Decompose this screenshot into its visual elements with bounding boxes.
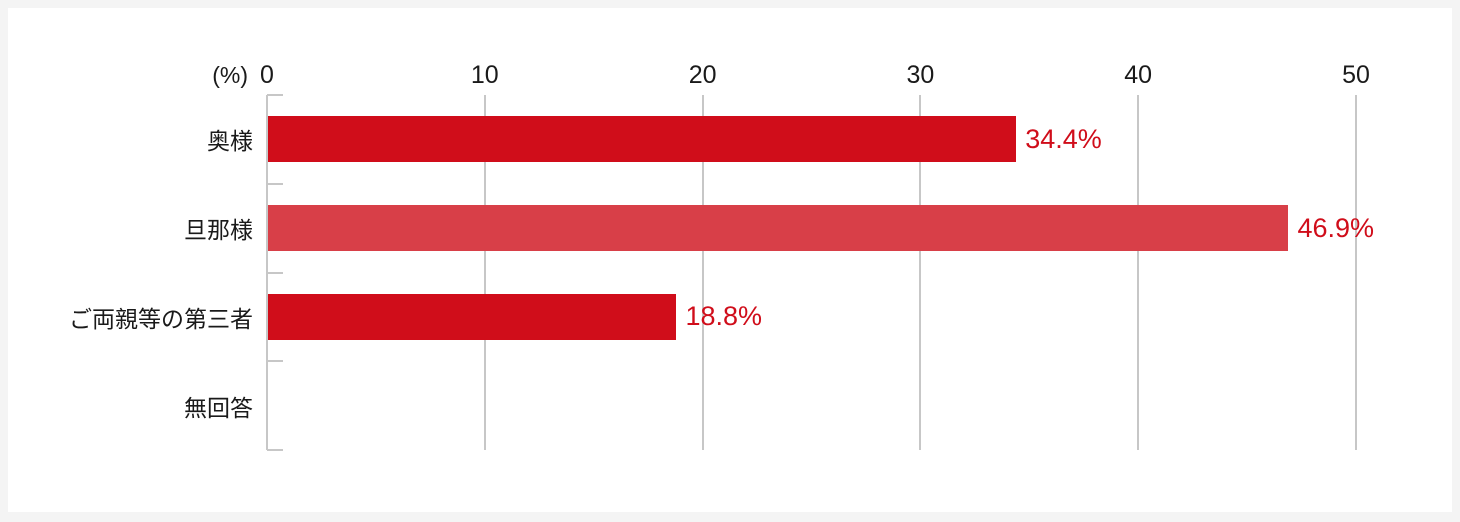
x-tick-label: 20 <box>688 61 717 89</box>
axis-tick <box>267 271 283 274</box>
category-label: 無回答 <box>184 394 253 421</box>
axis-tick <box>267 182 283 185</box>
gridline <box>1355 95 1357 450</box>
bar-value-label: 46.9% <box>1297 212 1375 243</box>
x-tick-label: 10 <box>470 61 499 89</box>
x-tick-label: 0 <box>260 61 274 89</box>
gridline <box>701 95 704 450</box>
axis-tick <box>267 94 283 96</box>
category-label: ご両親等の第三者 <box>69 305 253 332</box>
bar-value-label: 34.4% <box>1025 123 1102 154</box>
chart-card <box>8 8 1452 512</box>
category-label: 奥様 <box>207 128 253 155</box>
bar <box>268 116 1017 163</box>
x-tick-label: 40 <box>1124 61 1153 89</box>
category-label: 旦那様 <box>184 217 253 244</box>
axis-tick <box>267 449 283 451</box>
bar <box>268 293 677 340</box>
bar <box>268 205 1289 252</box>
x-tick-label: 30 <box>906 61 935 89</box>
axis-tick <box>267 360 283 363</box>
gridline <box>483 95 486 450</box>
gridline <box>1137 95 1140 450</box>
bar-value-label: 18.8% <box>685 301 763 332</box>
x-tick-label: 50 <box>1342 61 1370 89</box>
gridline <box>919 95 922 450</box>
axis-unit-label: (%) <box>212 62 248 88</box>
